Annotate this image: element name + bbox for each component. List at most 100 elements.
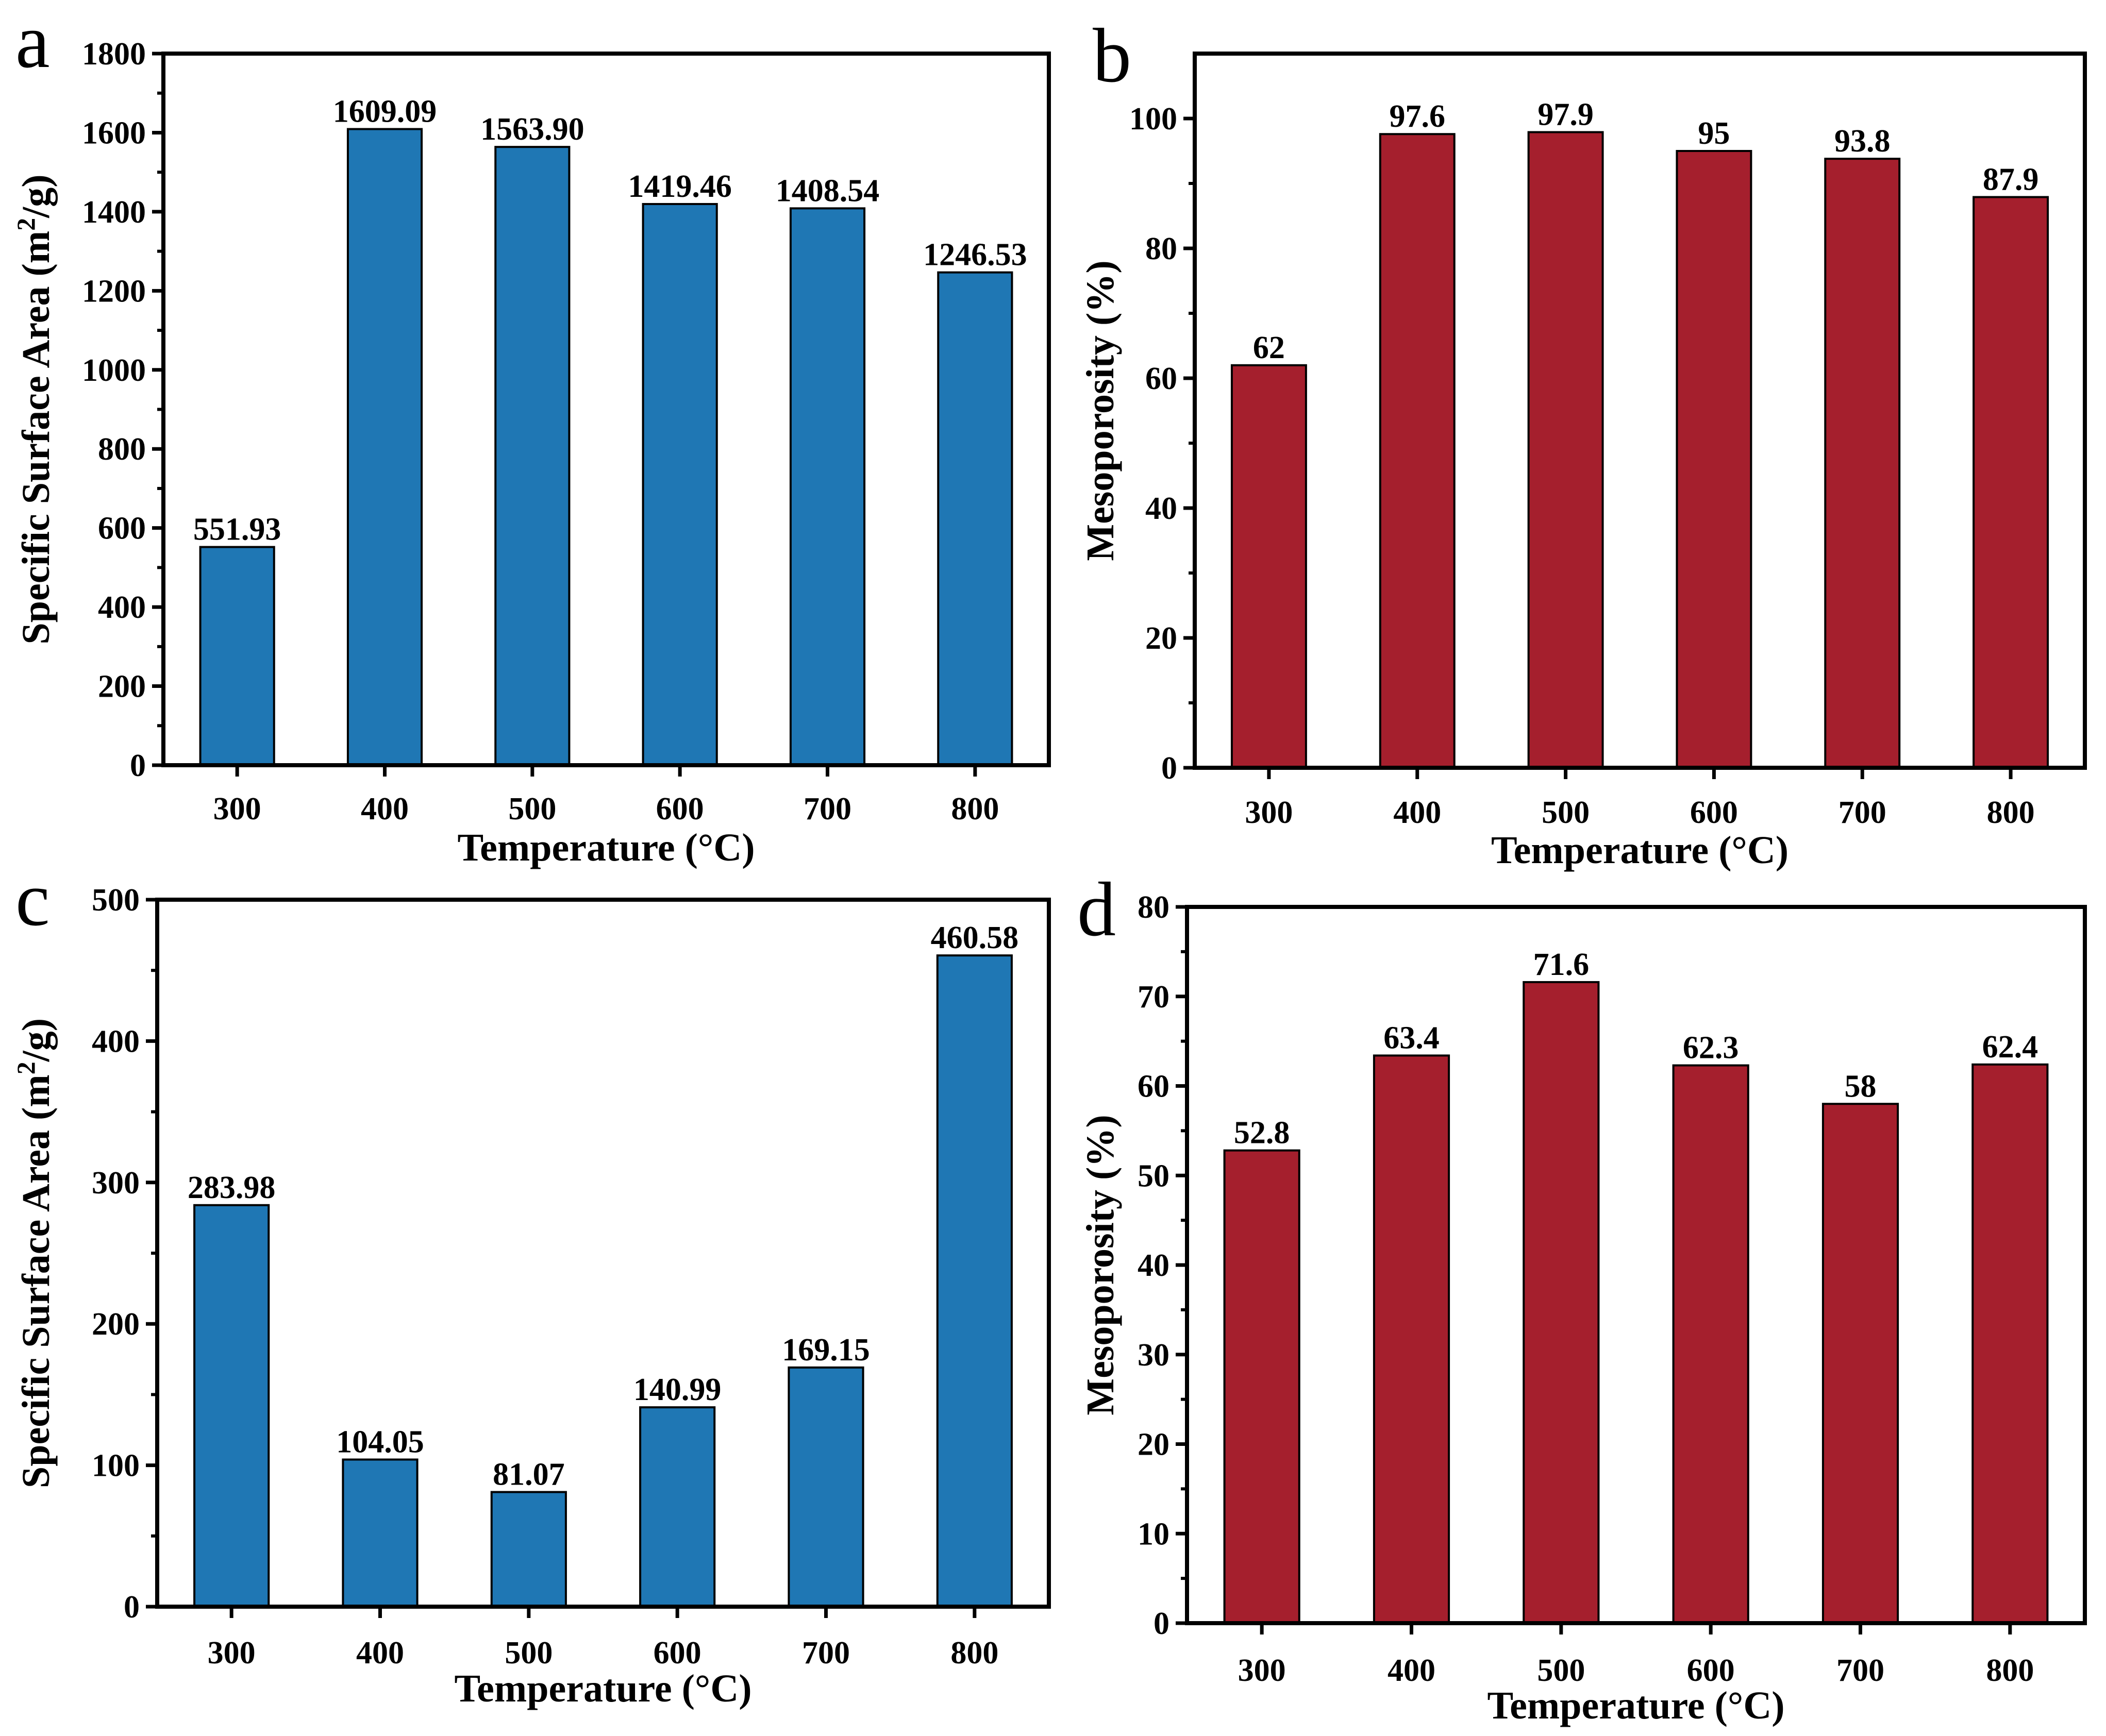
y-tick-label: 800 — [98, 432, 146, 467]
y-tick-label: 200 — [92, 1307, 140, 1342]
y-tick-label: 20 — [1145, 621, 1177, 656]
y-tick-label: 80 — [1145, 231, 1177, 266]
bar — [193, 1204, 270, 1608]
bar — [1223, 1149, 1300, 1625]
data-label: 58 — [1845, 1069, 1877, 1104]
data-label: 62.4 — [1982, 1030, 2038, 1065]
panel-letter: b — [1093, 13, 1131, 98]
y-tick-label: 30 — [1138, 1338, 1169, 1373]
x-tick-label: 300 — [213, 791, 261, 827]
data-label: 81.07 — [493, 1457, 565, 1492]
bar — [788, 1366, 864, 1608]
x-tick-label: 300 — [1245, 795, 1293, 830]
bar — [1971, 1063, 2049, 1624]
panel-d: d 52.8 63.4 71.6 62.3 58 62.4 0 10 20 30 40 50 60 70 80… — [1077, 867, 2087, 1727]
y-tick-label: 300 — [92, 1166, 140, 1201]
x-tick-label: 800 — [1987, 795, 2035, 830]
axes-frame — [1185, 905, 2087, 1625]
x-tick-label: 400 — [1393, 795, 1441, 830]
y-tick-label: 100 — [1129, 102, 1177, 137]
data-label: 1419.46 — [628, 169, 732, 204]
y-tick-label: 0 — [1161, 751, 1177, 786]
x-tick-label: 500 — [1537, 1653, 1585, 1688]
data-label: 1609.09 — [333, 94, 437, 129]
data-label: 71.6 — [1533, 947, 1590, 982]
y-tick-label: 0 — [130, 748, 146, 783]
bar — [642, 203, 718, 766]
y-tick-label: 50 — [1138, 1158, 1169, 1193]
bar — [199, 546, 275, 766]
bar — [1523, 981, 1600, 1624]
x-tick-label: 600 — [1690, 795, 1738, 830]
panel-letter: c — [15, 856, 50, 942]
data-label: 97.6 — [1390, 99, 1446, 134]
data-label: 62 — [1253, 330, 1285, 365]
y-tick-label: 200 — [98, 669, 146, 704]
y-tick-label: 0 — [1154, 1606, 1169, 1641]
bar — [1527, 131, 1604, 769]
y-tick-label: 1800 — [82, 37, 146, 72]
bar — [1379, 133, 1456, 769]
y-tick-label: 40 — [1138, 1248, 1169, 1283]
y-tick-label: 1000 — [82, 353, 146, 388]
y-axis-label: Specific Surface Area (m2/g) — [11, 1018, 58, 1488]
x-tick-label: 600 — [656, 791, 704, 827]
x-tick-label: 400 — [361, 791, 409, 827]
x-tick-label: 500 — [1542, 795, 1590, 830]
data-label: 551.93 — [193, 512, 281, 547]
bar — [936, 954, 1013, 1608]
y-tick-label: 400 — [92, 1024, 140, 1059]
x-axis-label: Temperature (°C) — [1487, 1684, 1784, 1727]
bar — [1824, 158, 1901, 769]
bar — [1973, 196, 2049, 769]
bar — [1230, 364, 1307, 769]
y-tick-label: 40 — [1145, 491, 1177, 526]
bar — [937, 271, 1013, 766]
y-tick-label: 60 — [1138, 1069, 1169, 1104]
x-tick-label: 600 — [1687, 1653, 1735, 1688]
bar — [494, 146, 571, 767]
x-tick-label: 700 — [1838, 795, 1886, 830]
data-label: 97.9 — [1537, 97, 1594, 132]
x-axis-label: Temperature (°C) — [457, 826, 755, 869]
y-tick-label: 1600 — [82, 115, 146, 150]
data-label: 169.15 — [782, 1333, 870, 1368]
y-axis-label: Mesoporosity (%) — [1079, 260, 1122, 561]
axes-frame — [155, 898, 1051, 1609]
x-tick-label: 800 — [950, 1636, 998, 1671]
x-axis-label: Temperature (°C) — [1491, 829, 1789, 872]
data-label: 93.8 — [1834, 124, 1891, 159]
bar — [1821, 1103, 1899, 1624]
data-label: 62.3 — [1683, 1031, 1739, 1066]
data-label: 1408.54 — [776, 173, 880, 208]
data-label: 1246.53 — [923, 238, 1027, 273]
panel-b: b 62 97.6 97.9 95 93.8 87.9 0 20 40 60 80 100 300 400 5… — [1079, 13, 2087, 872]
data-label: 140.99 — [633, 1372, 722, 1407]
bar — [342, 1458, 419, 1608]
data-label: 1563.90 — [480, 112, 584, 147]
x-tick-label: 500 — [508, 791, 556, 827]
y-tick-label: 600 — [98, 511, 146, 546]
bar — [346, 128, 423, 767]
y-tick-label: 1400 — [82, 195, 146, 230]
axes-frame — [1193, 52, 2087, 770]
y-tick-label: 80 — [1138, 890, 1169, 925]
y-tick-label: 100 — [92, 1448, 140, 1484]
bar — [490, 1491, 567, 1608]
bar — [639, 1406, 716, 1608]
x-tick-label: 700 — [804, 791, 851, 827]
x-tick-label: 800 — [951, 791, 999, 827]
x-tick-label: 300 — [208, 1636, 256, 1671]
y-tick-label: 1200 — [82, 274, 146, 309]
bar — [1373, 1054, 1450, 1624]
x-tick-label: 800 — [1986, 1653, 2034, 1688]
x-tick-label: 600 — [654, 1636, 701, 1671]
y-axis-label: Specific Surface Area (m2/g) — [11, 174, 58, 644]
y-tick-label: 70 — [1138, 980, 1169, 1015]
bar — [1672, 1064, 1749, 1625]
x-axis-label: Temperature (°C) — [454, 1667, 751, 1710]
y-axis-label: Mesoporosity (%) — [1079, 1115, 1122, 1415]
y-tick-label: 500 — [92, 883, 140, 918]
y-tick-label: 0 — [124, 1590, 140, 1625]
